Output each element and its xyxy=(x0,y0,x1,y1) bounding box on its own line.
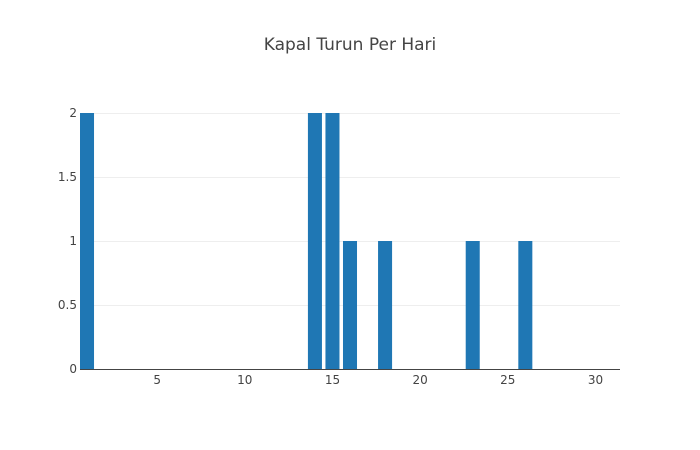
y-tick-label: 1.5 xyxy=(58,170,77,184)
bar-day-14[interactable] xyxy=(307,113,322,369)
chart-title: Kapal Turun Per Hari xyxy=(264,35,437,55)
bar-day-15[interactable] xyxy=(325,113,340,369)
bars xyxy=(80,113,533,369)
y-tick-label: 0 xyxy=(69,362,77,376)
x-tick-label: 25 xyxy=(500,373,515,387)
x-tick-label: 20 xyxy=(412,373,427,387)
y-tick-label: 2 xyxy=(69,106,77,120)
x-tick-label: 5 xyxy=(153,373,161,387)
bar-day-26[interactable] xyxy=(518,241,533,369)
y-tick-label: 1 xyxy=(69,234,77,248)
y-tick-labels: 0 0.5 1 1.5 2 xyxy=(58,106,77,376)
bar-day-18[interactable] xyxy=(378,241,393,369)
x-tick-label: 10 xyxy=(237,373,252,387)
y-tick-label: 0.5 xyxy=(58,298,77,312)
bar-day-1[interactable] xyxy=(80,113,95,369)
x-tick-label: 15 xyxy=(325,373,340,387)
x-tick-labels: 5 10 15 20 25 30 xyxy=(153,373,603,387)
x-tick-label: 30 xyxy=(588,373,603,387)
bar-day-16[interactable] xyxy=(342,241,358,369)
bar-day-23[interactable] xyxy=(465,241,480,369)
